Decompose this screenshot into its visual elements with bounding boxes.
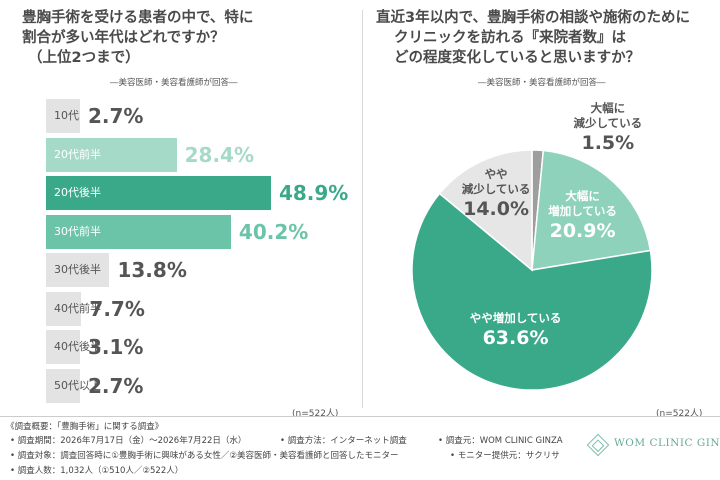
bar	[46, 214, 231, 249]
pie-slice-value: 63.6%	[482, 326, 549, 349]
left-question-title: 豊胸手術を受ける患者の中で、特に 割合が多い年代はどれですか？ （上位2つまで）	[22, 8, 352, 68]
right-subtitle: ―美容医師・美容看護師が回答―	[478, 78, 606, 88]
bar	[46, 291, 82, 326]
pie-slice-value: 14.0%	[463, 197, 530, 220]
bar	[46, 368, 80, 403]
bar-value-label: 13.8%	[117, 258, 187, 282]
divider	[362, 10, 363, 408]
pie-slice-name: やや	[484, 166, 508, 181]
bar-category-label: 10代	[54, 109, 79, 122]
pie-slice-name: 大幅に	[590, 101, 626, 115]
right-title-line: 直近3年以内で、豊胸手術の相談や施術のために	[376, 10, 691, 26]
survey-target: • 調査対象：調査回答時に①豊胸手術に興味がある女性／②美容医師・美容看護師と回…	[10, 451, 399, 461]
left-title-line: 割合が多い年代はどれですか？	[22, 30, 225, 46]
pie-slice-value: 1.5%	[581, 132, 635, 154]
bar	[46, 330, 80, 364]
pie-slice-name: 減少している	[461, 181, 531, 196]
survey-source: • 調査元：WOM CLINIC GINZA	[438, 436, 563, 446]
bar-value-label: 28.4%	[184, 142, 255, 167]
bar	[46, 253, 110, 287]
bar	[46, 137, 177, 172]
pie-slice	[438, 149, 533, 272]
survey-count: • 調査人数：1,032人（①510人／②522人）	[10, 466, 184, 476]
left-subtitle: ―美容医師・美容看護師が回答―	[110, 78, 238, 88]
left-title-line: 豊胸手術を受ける患者の中で、特に	[22, 10, 254, 26]
survey-provider: • モニター提供元：サクリサ	[450, 451, 560, 461]
right-title-line: どの程度変化していると思いますか？	[394, 50, 641, 66]
bar	[46, 176, 271, 210]
bar-category-label: 30代前半	[54, 224, 101, 238]
pie-slice-value: 20.9%	[549, 219, 616, 242]
survey-method: • 調査方法：インターネット調査	[280, 436, 407, 446]
bar-value-label: 7.7%	[89, 296, 145, 321]
pie-slice-label: やや増加している 63.6%	[470, 311, 562, 350]
bar-category-label: 30代後半	[54, 263, 101, 276]
bar-category-label: 50代以上	[54, 378, 101, 392]
bar-value-label: 3.1%	[88, 335, 144, 359]
pie-slice-name: 大幅に	[565, 188, 600, 203]
bar-category-label: 20代前半	[54, 147, 101, 161]
right-sample-size: (n=522人)	[656, 409, 703, 419]
bar-category-label: 40代前半	[54, 301, 101, 315]
pie-slice-name: 減少している	[573, 116, 643, 130]
bar-value-label: 2.7%	[88, 373, 144, 398]
pie-slice-label: 大幅に 増加している 20.9%	[548, 189, 617, 243]
left-sample-size: (n=522人)	[292, 409, 339, 419]
left-title-line: （上位2つまで）	[28, 50, 140, 66]
survey-heading: 《調査概要：「豊胸手術」に関する調査》	[6, 422, 164, 432]
pie-slice-label: 大幅に 減少している 1.5%	[574, 101, 643, 155]
pie-slice	[531, 149, 652, 271]
pie-slice-label: やや 減少している 14.0%	[462, 167, 531, 221]
bar-value-label: 48.9%	[278, 181, 349, 205]
clinic-logo-text: WOM CLINIC GINZA	[614, 437, 720, 449]
pie-chart	[411, 149, 653, 391]
survey-period: • 調査期間：2026年7月17日（金）～2026年7月22日（水）	[10, 436, 247, 446]
right-question-title: 直近3年以内で、豊胸手術の相談や施術のために クリニックを訪れる『来院者数』は …	[376, 8, 716, 68]
bar-value-label: 40.2%	[238, 219, 309, 244]
bar-category-label: 20代後半	[54, 186, 101, 199]
bar	[46, 99, 80, 133]
right-title-line: クリニックを訪れる『来院者数』は	[394, 30, 626, 46]
bar-category-label: 40代後半	[54, 340, 101, 353]
pie-slice	[411, 192, 653, 391]
pie-slice-name: やや増加している	[469, 310, 562, 325]
bar-value-label: 2.7%	[88, 104, 144, 128]
pie-slice-name: 増加している	[548, 203, 617, 218]
